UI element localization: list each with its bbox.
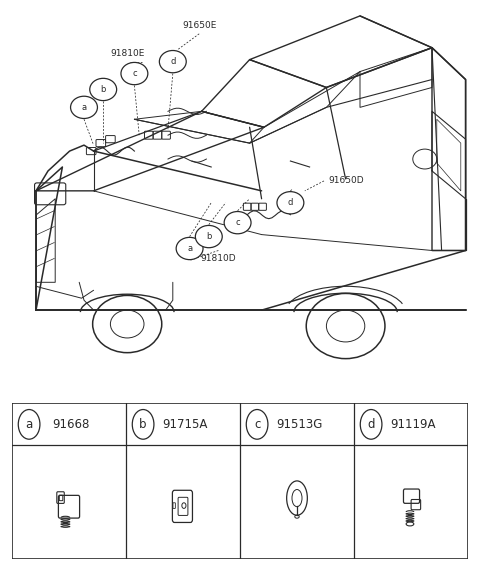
Text: 91715A: 91715A [163,418,208,431]
Circle shape [277,191,304,214]
Circle shape [360,410,382,439]
Text: 91810D: 91810D [201,254,236,264]
Text: 91650E: 91650E [182,21,216,30]
Text: d: d [367,418,375,431]
Text: a: a [25,418,33,431]
Text: d: d [170,57,176,66]
Circle shape [176,237,203,260]
Text: c: c [235,218,240,227]
Text: 91513G: 91513G [276,418,323,431]
Circle shape [224,211,251,234]
Text: 91668: 91668 [53,418,90,431]
Circle shape [132,410,154,439]
Text: 91650D: 91650D [329,177,364,185]
Text: c: c [132,69,137,78]
Text: 91119A: 91119A [391,418,436,431]
Text: 91810E: 91810E [110,49,144,57]
Text: b: b [100,85,106,94]
Text: c: c [254,418,260,431]
Circle shape [90,78,117,101]
Circle shape [195,225,222,248]
Text: d: d [288,198,293,207]
Circle shape [246,410,268,439]
Text: a: a [187,244,192,253]
Circle shape [18,410,40,439]
Text: b: b [206,232,212,241]
Text: b: b [139,418,147,431]
Text: a: a [82,103,86,112]
Circle shape [121,62,148,85]
Circle shape [159,51,186,73]
Circle shape [71,96,97,119]
